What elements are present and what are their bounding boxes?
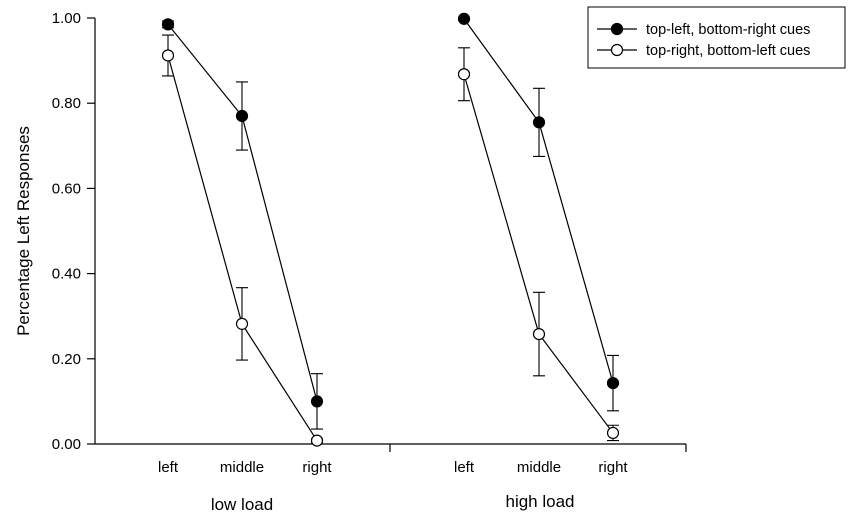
data-point-open — [310, 434, 324, 447]
x-tick-label: right — [302, 459, 332, 476]
data-point-open — [532, 327, 546, 341]
data-point-open — [161, 49, 175, 62]
legend-label-open: top-right, bottom-left cues — [646, 43, 810, 59]
x-tick-label: left — [158, 459, 179, 476]
legend-box — [587, 6, 846, 69]
y-tick-label: 0.80 — [52, 95, 81, 112]
y-tick-labels: 0.00 0.20 0.40 0.60 0.80 1.00 — [52, 10, 81, 453]
y-tick-label: 1.00 — [52, 10, 81, 27]
legend-label-filled: top-left, bottom-right cues — [646, 22, 810, 38]
x-tick-label: middle — [220, 459, 264, 476]
x-tick-label: middle — [517, 459, 561, 476]
x-tick-labels: left middle right left middle right — [158, 459, 628, 476]
group-label-low-load: low load — [211, 495, 273, 514]
data-point-filled — [606, 376, 620, 390]
y-axis-label: Percentage Left Responses — [14, 126, 33, 336]
data-point-filled — [310, 395, 324, 408]
x-tick-label: left — [454, 459, 475, 476]
y-ticks — [87, 17, 95, 445]
data-point-open — [457, 68, 471, 81]
data-point-filled — [532, 116, 546, 129]
group-label-high-load: high load — [505, 492, 574, 511]
legend: top-left, bottom-right cues top-right, b… — [587, 6, 846, 69]
y-tick-label: 0.40 — [52, 266, 81, 283]
y-tick-label: 0.20 — [52, 351, 81, 368]
data-point-open — [606, 426, 620, 440]
y-tick-label: 0.00 — [52, 436, 81, 453]
legend-marker-filled — [610, 22, 624, 36]
legend-marker-open — [610, 43, 624, 57]
y-tick-label: 0.60 — [52, 180, 81, 197]
data-point-filled — [457, 12, 471, 25]
data-point-filled — [235, 109, 249, 123]
data-point-open — [235, 317, 249, 330]
data-point-filled — [161, 18, 175, 31]
data-layer — [161, 12, 620, 447]
x-tick-label: right — [598, 459, 628, 476]
